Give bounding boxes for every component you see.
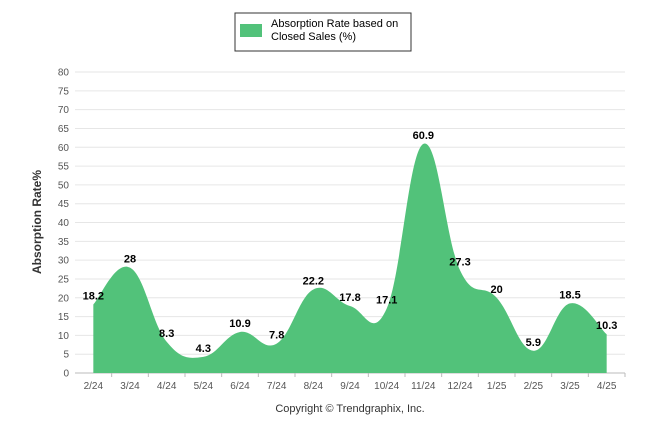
data-label-12/24: 27.3	[449, 256, 470, 268]
y-tick-20: 20	[58, 293, 70, 304]
y-tick-40: 40	[58, 218, 70, 229]
y-tick-50: 50	[58, 180, 70, 191]
x-tick-2/25: 2/25	[524, 381, 544, 392]
data-label-6/24: 10.9	[229, 318, 250, 330]
data-label-3/25: 18.5	[559, 289, 580, 301]
data-label-8/24: 22.2	[303, 275, 324, 287]
y-tick-70: 70	[58, 105, 70, 116]
legend-box	[234, 12, 412, 52]
data-label-9/24: 17.8	[339, 292, 360, 304]
y-tick-65: 65	[58, 124, 70, 135]
copyright-text: Copyright © Trendgraphix, Inc.	[275, 403, 424, 415]
x-tick-5/24: 5/24	[194, 381, 214, 392]
x-tick-8/24: 8/24	[304, 381, 324, 392]
y-tick-55: 55	[58, 162, 70, 173]
y-axis-label: Absorption Rate%	[30, 170, 44, 274]
data-label-2/25: 5.9	[526, 337, 541, 349]
x-tick-4/25: 4/25	[597, 381, 617, 392]
y-tick-30: 30	[58, 256, 70, 267]
data-label-1/25: 20	[491, 284, 503, 296]
data-label-5/24: 4.3	[196, 343, 211, 355]
x-tick-3/25: 3/25	[560, 381, 580, 392]
y-tick-60: 60	[58, 143, 70, 154]
data-label-11/24: 60.9	[413, 130, 434, 142]
data-label-7/24: 7.8	[269, 330, 284, 342]
y-axis-ticks: 0 5 10 15 20 25 30 35 40 45 50 55 60 65 70 75 80	[58, 68, 70, 380]
grid-lines	[75, 71, 625, 374]
data-label-4/24: 8.3	[159, 328, 174, 340]
y-tick-45: 45	[58, 199, 70, 210]
x-tick-1/25: 1/25	[487, 381, 507, 392]
x-tick-6/24: 6/24	[230, 381, 250, 392]
x-axis-ticks: 2/24 3/24 4/24 5/24 6/24 7/24 8/24 9/24 10/24 11/…	[84, 373, 626, 392]
x-tick-7/24: 7/24	[267, 381, 287, 392]
x-tick-11/24: 11/24	[411, 381, 436, 392]
y-tick-15: 15	[58, 312, 70, 323]
legend: Absorption Rate based on Closed Sales (%…	[234, 12, 412, 52]
data-labels: 18.2 28 8.3 4.3 10.9 7.8 22.2 17.8 17.1 60.9 27.3 2…	[83, 130, 618, 355]
y-tick-80: 80	[58, 68, 70, 79]
data-label-4/25: 10.3	[596, 320, 617, 332]
data-label-2/24: 18.2	[83, 291, 104, 303]
legend-swatch	[240, 24, 262, 37]
series-area	[93, 143, 607, 373]
y-tick-5: 5	[63, 350, 69, 361]
x-tick-12/24: 12/24	[447, 381, 472, 392]
y-tick-35: 35	[58, 237, 70, 248]
x-tick-9/24: 9/24	[340, 381, 360, 392]
data-label-10/24: 17.1	[376, 295, 397, 307]
y-tick-10: 10	[58, 331, 70, 342]
legend-label-line-1: Absorption Rate based on	[271, 18, 398, 30]
x-tick-4/24: 4/24	[157, 381, 177, 392]
y-tick-0: 0	[63, 369, 69, 380]
data-label-3/24: 28	[124, 254, 136, 266]
legend-label-line-2: Closed Sales (%)	[271, 31, 356, 43]
x-tick-3/24: 3/24	[120, 381, 140, 392]
data-area	[93, 143, 607, 373]
x-tick-2/24: 2/24	[84, 381, 104, 392]
x-tick-10/24: 10/24	[374, 381, 399, 392]
y-tick-25: 25	[58, 274, 70, 285]
y-tick-75: 75	[58, 86, 70, 97]
